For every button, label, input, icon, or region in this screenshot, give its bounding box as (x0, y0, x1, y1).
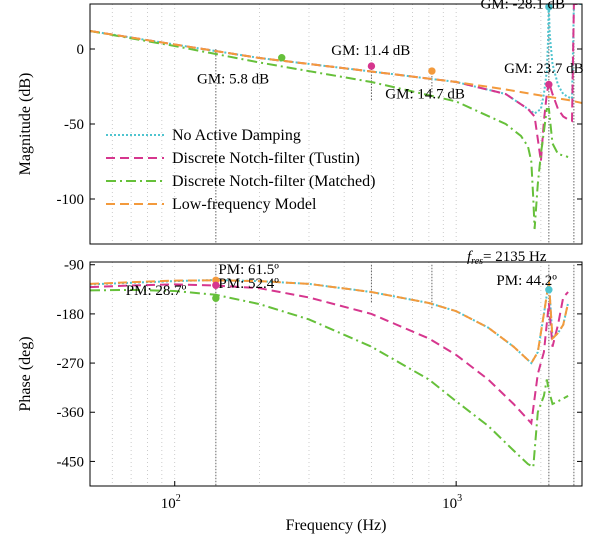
marker-point (428, 67, 436, 75)
series-line (90, 288, 569, 469)
series-line (90, 279, 570, 365)
legend-label: Discrete Notch-filter (Tustin) (172, 150, 360, 167)
legend-label: No Active Damping (172, 127, 301, 144)
fres-subscript: res (471, 256, 483, 267)
y-tick-label: -90 (64, 258, 84, 274)
x-tick-exponent: 2 (176, 493, 181, 504)
y-tick-label: -360 (57, 405, 85, 421)
annotation-label: PM: 52.4º (218, 276, 279, 292)
series-line (90, 30, 569, 230)
annotation-label: GM: -28.1 dB (480, 0, 565, 13)
legend: No Active Damping Discrete Notch-filter (… (106, 127, 375, 213)
y-tick-label: -100 (57, 192, 85, 208)
marker-point (545, 80, 553, 89)
annotation-label: PM: 28.7º (126, 283, 187, 299)
y-axis-label: Magnitude (dB) (17, 73, 34, 176)
marker-point (545, 286, 553, 294)
series-line (90, 283, 569, 426)
axes-frame (89, 3, 583, 245)
y-tick-label: -180 (57, 307, 85, 323)
fres-value: = 2135 Hz (483, 249, 547, 265)
marker-point (278, 54, 286, 62)
series-line (90, 4, 582, 162)
x-tick-base: 10 (161, 496, 176, 512)
axes-frame (89, 261, 583, 487)
marker-point (367, 62, 376, 70)
x-tick-exponent: 3 (457, 493, 462, 504)
x-axis-label: Frequency (Hz) (286, 517, 387, 534)
marker-point (212, 294, 220, 302)
y-tick-label: 0 (77, 42, 85, 58)
x-tick-label: 103 (442, 493, 462, 512)
y-tick-label: -50 (64, 117, 84, 133)
series-group (90, 4, 582, 230)
annotation-label: GM: 11.4 dB (331, 43, 410, 59)
x-tick-label: 102 (161, 493, 181, 512)
annotation-label: GM: 23.7 dB (504, 61, 584, 77)
magnitude-panel: 0 -50 -100 Magnitude (dB) GM: -28.1 dB GM: 11… (17, 0, 584, 245)
annotation-label: PM: 61.5º (218, 262, 279, 278)
legend-label: Low-frequency Model (172, 196, 317, 213)
y-tick-label: -270 (57, 356, 85, 372)
annotation-label: PM: 44.2º (496, 273, 557, 289)
annotation-label: GM: 14.7 dB (385, 87, 465, 103)
y-axis-label: Phase (deg) (17, 336, 34, 411)
y-tick-label: -450 (57, 454, 85, 470)
legend-label: Discrete Notch-filter (Matched) (172, 173, 375, 190)
x-tick-base: 10 (442, 496, 457, 512)
marker-point (212, 281, 220, 289)
annotation-label: GM: 5.8 dB (197, 72, 269, 88)
series-line (90, 30, 582, 104)
fres-label: fres= 2135 Hz (467, 249, 547, 267)
fres-symbol: f (467, 249, 473, 265)
